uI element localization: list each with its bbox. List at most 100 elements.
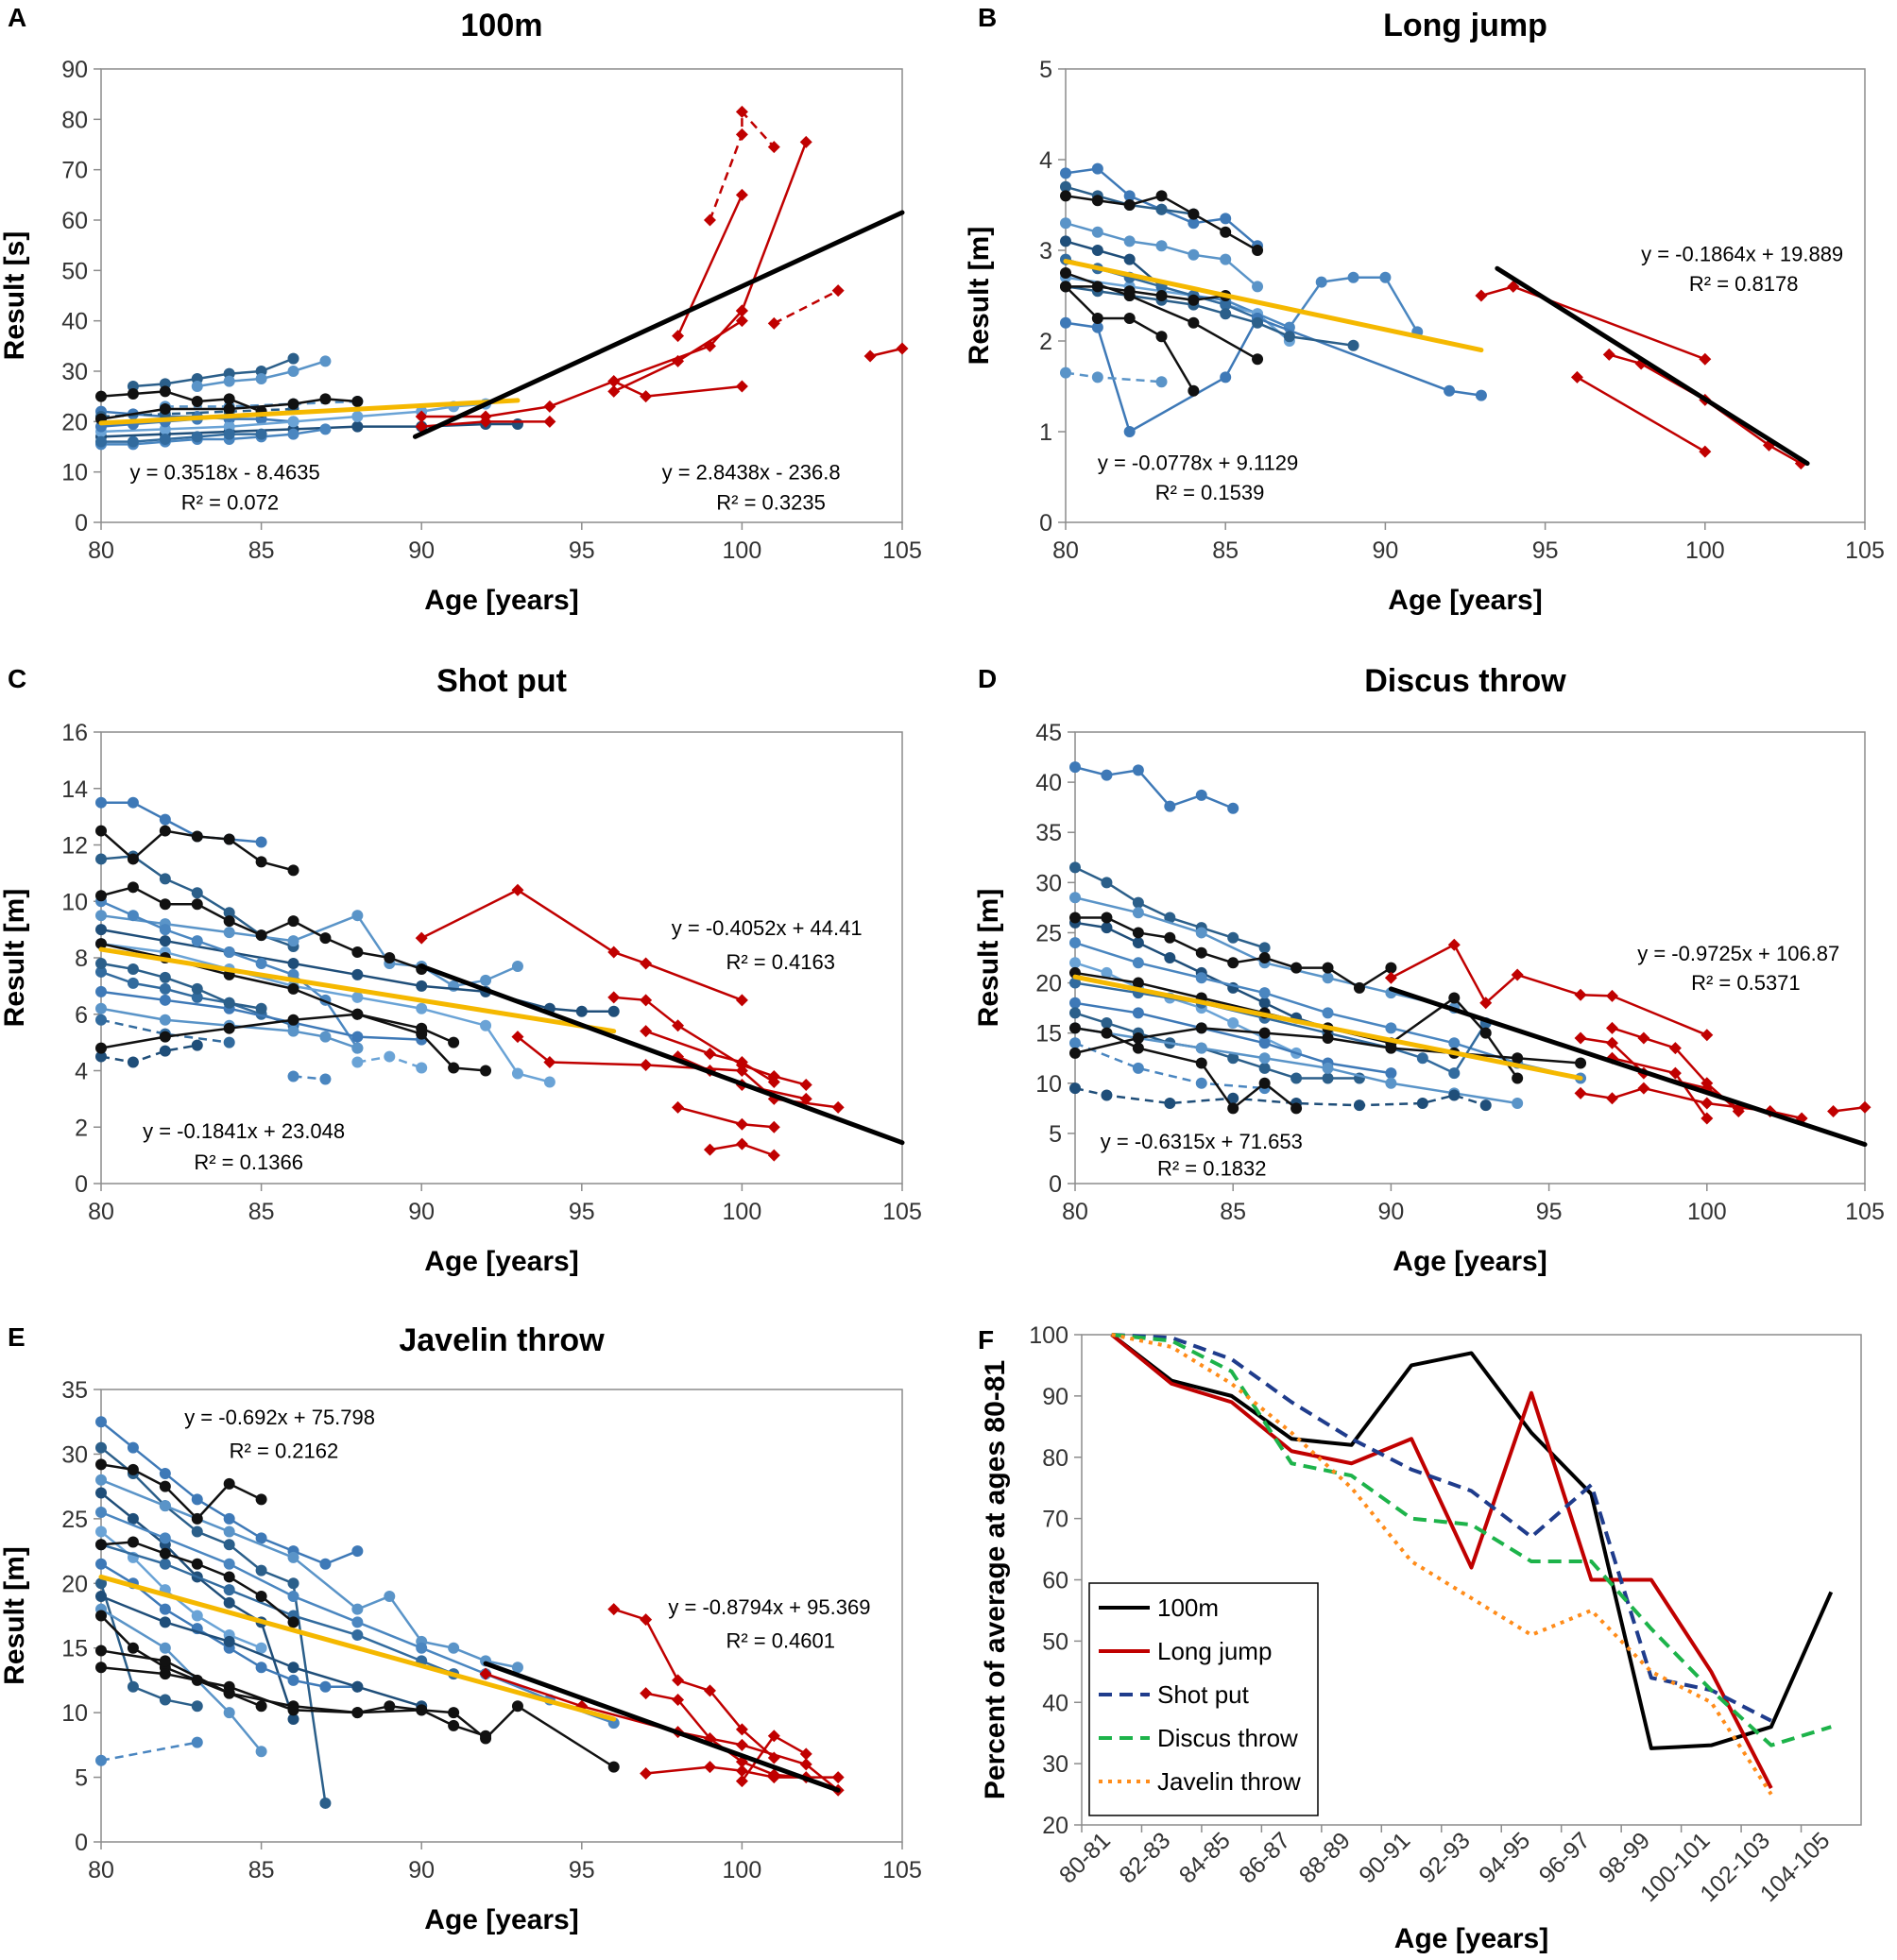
data-point (1188, 208, 1200, 220)
data-point (223, 1707, 235, 1719)
trendline-100plus (1495, 265, 1810, 467)
data-point (191, 887, 203, 899)
trendline-100plus (1388, 986, 1868, 1148)
chart-title: Javelin throw (399, 1322, 605, 1358)
regression-annotation: R² = 0.5371 (1691, 971, 1801, 995)
legend-label: 100m (1157, 1594, 1219, 1622)
data-point (319, 393, 332, 405)
data-point-diamond (831, 1100, 845, 1114)
data-point (127, 853, 139, 865)
data-point-diamond (1858, 1100, 1871, 1114)
y-tick-label: 25 (61, 1507, 88, 1533)
data-point (448, 1719, 460, 1731)
data-point (159, 1014, 171, 1026)
data-point (1069, 892, 1081, 904)
data-point (575, 1005, 588, 1017)
data-point (159, 403, 171, 415)
y-tick-label: 20 (61, 409, 88, 435)
data-point (1060, 167, 1071, 179)
data-point (1575, 1057, 1587, 1069)
panel-a: A 100m 0 10 20 30 40 50 60 70 80 90 Result [s] 80 85 90… (0, 3, 922, 616)
data-point (351, 968, 364, 980)
x-tick-label: 85 (248, 1857, 275, 1883)
data-point (1060, 190, 1071, 202)
data-point (448, 1642, 460, 1654)
data-point (191, 1558, 203, 1570)
data-point (223, 428, 235, 440)
data-point (1258, 1062, 1271, 1074)
regression-annotation: R² = 0.2162 (230, 1440, 339, 1463)
data-point-diamond (1700, 1077, 1714, 1090)
data-point (1091, 281, 1103, 293)
data-point (127, 1056, 139, 1068)
data-point (95, 1577, 107, 1590)
data-point-diamond (735, 1065, 748, 1077)
y-tick-label: 2 (75, 1115, 88, 1141)
data-point (287, 915, 299, 928)
athlete-series-line (100, 1446, 327, 1804)
data-point-diamond (672, 1674, 685, 1687)
data-point-diamond (735, 1117, 748, 1131)
data-point (1227, 802, 1239, 814)
regression-annotation: R² = 0.3235 (716, 491, 826, 515)
data-point (1123, 313, 1136, 324)
x-tick-label: 90 (408, 1857, 435, 1883)
y-tick-label: 30 (1042, 1751, 1068, 1778)
data-point-diamond (1637, 1082, 1650, 1095)
data-point (191, 1525, 203, 1538)
data-point (351, 411, 364, 422)
data-point (319, 423, 332, 435)
data-point (319, 1797, 332, 1809)
regression-annotation: y = -0.9725x + 106.87 (1637, 942, 1839, 965)
data-point (1132, 977, 1144, 989)
data-point-diamond (1605, 1021, 1618, 1034)
data-point (95, 965, 107, 978)
data-point (416, 1022, 428, 1034)
x-tick-label: 85 (1220, 1199, 1246, 1225)
data-point (287, 1616, 299, 1628)
regression-annotation: R² = 0.1832 (1157, 1157, 1267, 1181)
regression-annotation: R² = 0.8178 (1689, 272, 1799, 296)
data-point (480, 1065, 492, 1077)
data-point (448, 1707, 460, 1719)
data-point (1385, 1042, 1397, 1054)
data-point-diamond (607, 946, 621, 959)
data-point (223, 1539, 235, 1551)
data-point (1416, 1052, 1428, 1065)
data-point (1060, 180, 1071, 193)
data-point (191, 898, 203, 911)
data-point (1220, 371, 1232, 383)
data-point (1132, 1062, 1144, 1074)
data-point (1258, 952, 1271, 963)
regression-annotation: R² = 0.4601 (726, 1629, 835, 1653)
y-tick-label: 90 (61, 57, 88, 83)
data-point (480, 1019, 492, 1031)
x-tick-label: 100 (723, 537, 762, 564)
y-tick-label: 0 (1049, 1171, 1062, 1198)
data-point (1091, 371, 1103, 383)
data-point (1220, 213, 1232, 225)
data-point (95, 390, 107, 402)
data-point-diamond (672, 1693, 685, 1706)
data-point-diamond (896, 342, 909, 355)
data-point-diamond (640, 1766, 653, 1780)
data-point-diamond (479, 1667, 492, 1680)
data-point (1220, 226, 1232, 238)
data-point (95, 985, 107, 997)
data-point (1188, 384, 1200, 397)
data-point (1132, 957, 1144, 969)
athlete-series-line (99, 1582, 198, 1708)
plot-frame (1065, 68, 1866, 523)
data-point-diamond (735, 380, 748, 393)
x-tick-label: 80 (1062, 1199, 1088, 1225)
data-point-diamond (1637, 1031, 1650, 1045)
data-point (159, 924, 171, 936)
data-point-diamond (1574, 1086, 1587, 1099)
data-point (127, 1536, 139, 1548)
series-line-discus-throw (1111, 1333, 1832, 1747)
data-point-diamond (703, 339, 716, 352)
y-tick-label: 5 (1049, 1121, 1062, 1148)
data-point-diamond (799, 1758, 812, 1771)
data-point (1123, 285, 1136, 298)
